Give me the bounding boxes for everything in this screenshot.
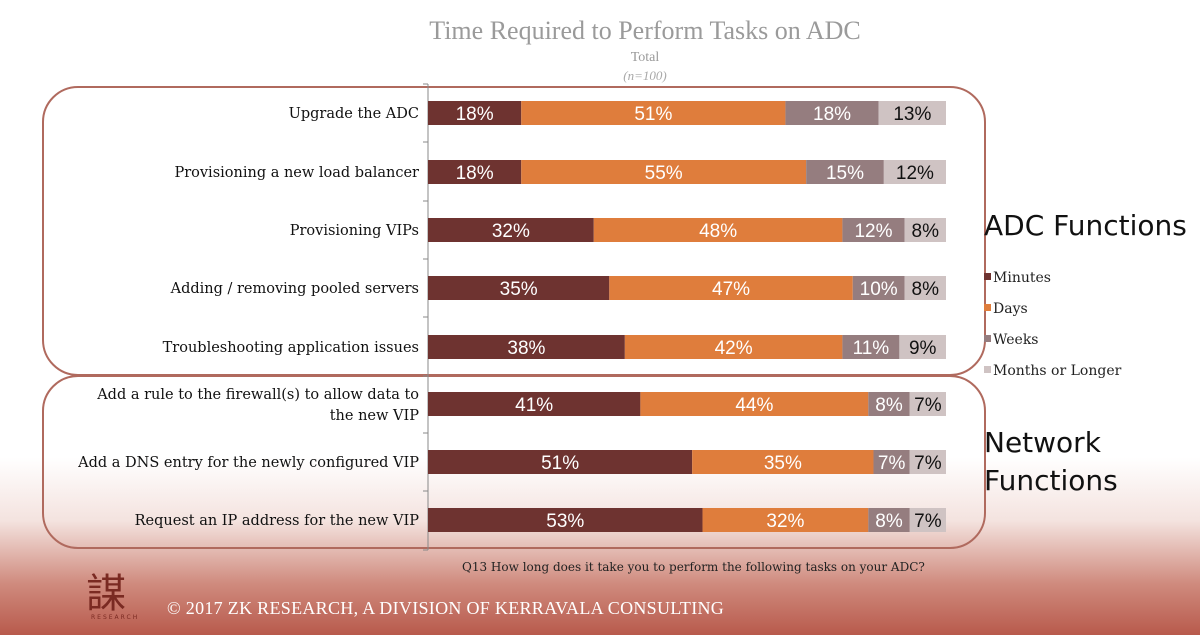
data-label: 32% xyxy=(492,221,530,242)
legend-item: Months or Longer xyxy=(984,355,1121,386)
data-label: 11% xyxy=(853,338,890,359)
category-label: Add a rule to the firewall(s) to allow d… xyxy=(96,387,419,424)
bar-segment xyxy=(609,276,853,300)
bar-segment xyxy=(428,392,641,416)
adc-functions-label: ADC Functions xyxy=(984,209,1187,242)
bar-segment xyxy=(899,335,946,359)
bar-segment xyxy=(842,218,905,242)
bar-segment xyxy=(702,508,869,532)
bar-segment xyxy=(428,160,522,184)
bar-segment xyxy=(428,276,610,300)
bar-segment xyxy=(640,392,869,416)
data-label: 9% xyxy=(909,338,937,359)
data-label: 7% xyxy=(878,453,906,474)
bar-segment xyxy=(904,218,946,242)
bar-segment xyxy=(521,160,807,184)
data-label: 18% xyxy=(456,163,494,184)
data-label: 51% xyxy=(541,453,579,474)
bar-segment xyxy=(878,101,946,125)
bar-segment xyxy=(593,218,843,242)
data-label: 48% xyxy=(699,221,737,242)
data-label: 12% xyxy=(854,221,892,242)
bar-segment xyxy=(428,508,703,532)
legend-item: Weeks xyxy=(984,324,1121,355)
data-label: 44% xyxy=(735,395,773,416)
data-label: 32% xyxy=(766,511,804,532)
data-label: 8% xyxy=(912,221,940,242)
data-label: 8% xyxy=(875,395,903,416)
chart-title: Time Required to Perform Tasks on ADC xyxy=(429,16,861,45)
category-label: Upgrade the ADC xyxy=(289,106,419,122)
chart-subtitle: Total xyxy=(630,50,660,65)
legend-item: Days xyxy=(984,293,1121,324)
category-label: Troubleshooting application issues xyxy=(163,340,419,356)
data-label: 13% xyxy=(893,104,931,125)
legend-swatch xyxy=(984,273,991,280)
bar-segment xyxy=(868,508,910,532)
data-label: 47% xyxy=(712,279,750,300)
category-label: Add a DNS entry for the newly configured… xyxy=(77,455,419,471)
legend-swatch xyxy=(984,304,991,311)
data-label: 42% xyxy=(715,338,753,359)
bar-segment xyxy=(692,450,874,474)
bar-segment xyxy=(904,276,946,300)
data-label: 8% xyxy=(875,511,903,532)
zk-research-logo: 謀 xyxy=(86,571,126,617)
bar-segment xyxy=(428,218,594,242)
bar-segment xyxy=(873,450,910,474)
bar-segment xyxy=(785,101,879,125)
legend-label: Months or Longer xyxy=(993,362,1122,379)
network-functions-label: Network Functions xyxy=(984,426,1118,497)
bar-segment xyxy=(428,335,625,359)
bar-segment xyxy=(909,508,946,532)
bar-segment xyxy=(842,335,900,359)
category-label: Provisioning a new load balancer xyxy=(174,165,419,181)
bar-segment xyxy=(909,392,946,416)
legend-label: Days xyxy=(993,300,1028,317)
data-label: 15% xyxy=(826,163,864,184)
zk-research-logo-subtext: RESEARCH xyxy=(91,614,140,621)
category-label: Request an IP address for the new VIP xyxy=(135,513,420,529)
data-label: 51% xyxy=(634,104,672,125)
legend-label: Minutes xyxy=(993,269,1051,286)
data-label: 12% xyxy=(896,163,934,184)
data-label: 35% xyxy=(500,279,538,300)
data-label: 10% xyxy=(860,279,898,300)
bar-segment xyxy=(428,450,693,474)
bar-segment xyxy=(624,335,843,359)
legend-swatch xyxy=(984,366,991,373)
data-label: 53% xyxy=(546,511,584,532)
network-functions-group-box xyxy=(42,375,986,549)
sample-size-note: (n=100) xyxy=(623,68,667,83)
chart-legend: Minutes Days Weeks Months or Longer xyxy=(984,262,1121,386)
data-label: 18% xyxy=(813,104,851,125)
bar-segment xyxy=(909,450,946,474)
bar-segment xyxy=(852,276,905,300)
data-label: 38% xyxy=(507,338,545,359)
data-label: 41% xyxy=(515,395,553,416)
bar-segment xyxy=(521,101,786,125)
bar-segment xyxy=(428,101,522,125)
bar-segment xyxy=(868,392,910,416)
survey-question: Q13 How long does it take you to perform… xyxy=(462,560,925,574)
data-label: 18% xyxy=(456,104,494,125)
legend-swatch xyxy=(984,335,991,342)
category-label: Provisioning VIPs xyxy=(290,223,419,239)
data-label: 35% xyxy=(764,453,802,474)
legend-label: Weeks xyxy=(993,331,1039,348)
copyright-notice: © 2017 ZK RESEARCH, A DIVISION OF KERRAV… xyxy=(167,598,725,618)
data-label: 8% xyxy=(912,279,940,300)
data-label: 7% xyxy=(914,453,942,474)
data-label: 55% xyxy=(645,163,683,184)
data-label: 7% xyxy=(914,395,942,416)
bar-segment xyxy=(806,160,884,184)
legend-item: Minutes xyxy=(984,262,1121,293)
data-label: 7% xyxy=(914,511,942,532)
category-label: Adding / removing pooled servers xyxy=(170,281,419,297)
bar-segment xyxy=(883,160,946,184)
